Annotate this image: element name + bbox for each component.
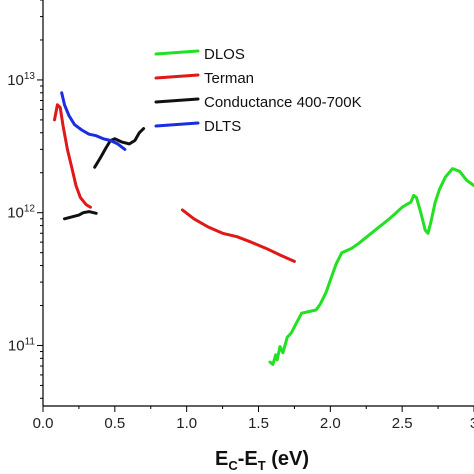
series-layer (53, 91, 474, 366)
x-axis-title: EC-ET (eV) (215, 448, 309, 473)
legend: DLOS Terman Conductance 400-700K DLTS (154, 46, 362, 135)
x-tick-label: 3 (470, 415, 474, 432)
legend-label: DLOS (204, 46, 245, 63)
y-tick-label: 1013 (7, 71, 35, 89)
series-line-conductance-0 (63, 210, 98, 221)
x-tick-label: 0.5 (104, 415, 125, 432)
legend-swatch (154, 97, 200, 104)
y-tick-label: 1011 (8, 336, 36, 354)
legend-label: DLTS (204, 118, 241, 135)
x-tick-label: 1.5 (248, 415, 269, 432)
y-tick-label: 1012 (7, 204, 35, 222)
x-tick-label: 0.0 (33, 415, 54, 432)
axes: 0.0 0.5 1.0 1.5 2.0 2.5 3 1013 1012 1011 (7, 0, 474, 432)
x-tick-label: 1.0 (176, 415, 197, 432)
series-line-dlos-0 (268, 167, 474, 366)
series-line-terman-1 (180, 208, 296, 263)
series-line-terman-0 (53, 103, 92, 209)
legend-swatch (154, 121, 200, 128)
legend-swatch (154, 49, 200, 56)
legend-label: Terman (204, 70, 254, 87)
legend-swatch (154, 73, 200, 80)
series-line-dlts-0 (60, 91, 127, 151)
legend-label: Conductance 400-700K (204, 94, 362, 111)
series-line-conductance-1 (93, 127, 146, 169)
x-tick-label: 2.0 (320, 415, 341, 432)
x-tick-label: 2.5 (392, 415, 413, 432)
